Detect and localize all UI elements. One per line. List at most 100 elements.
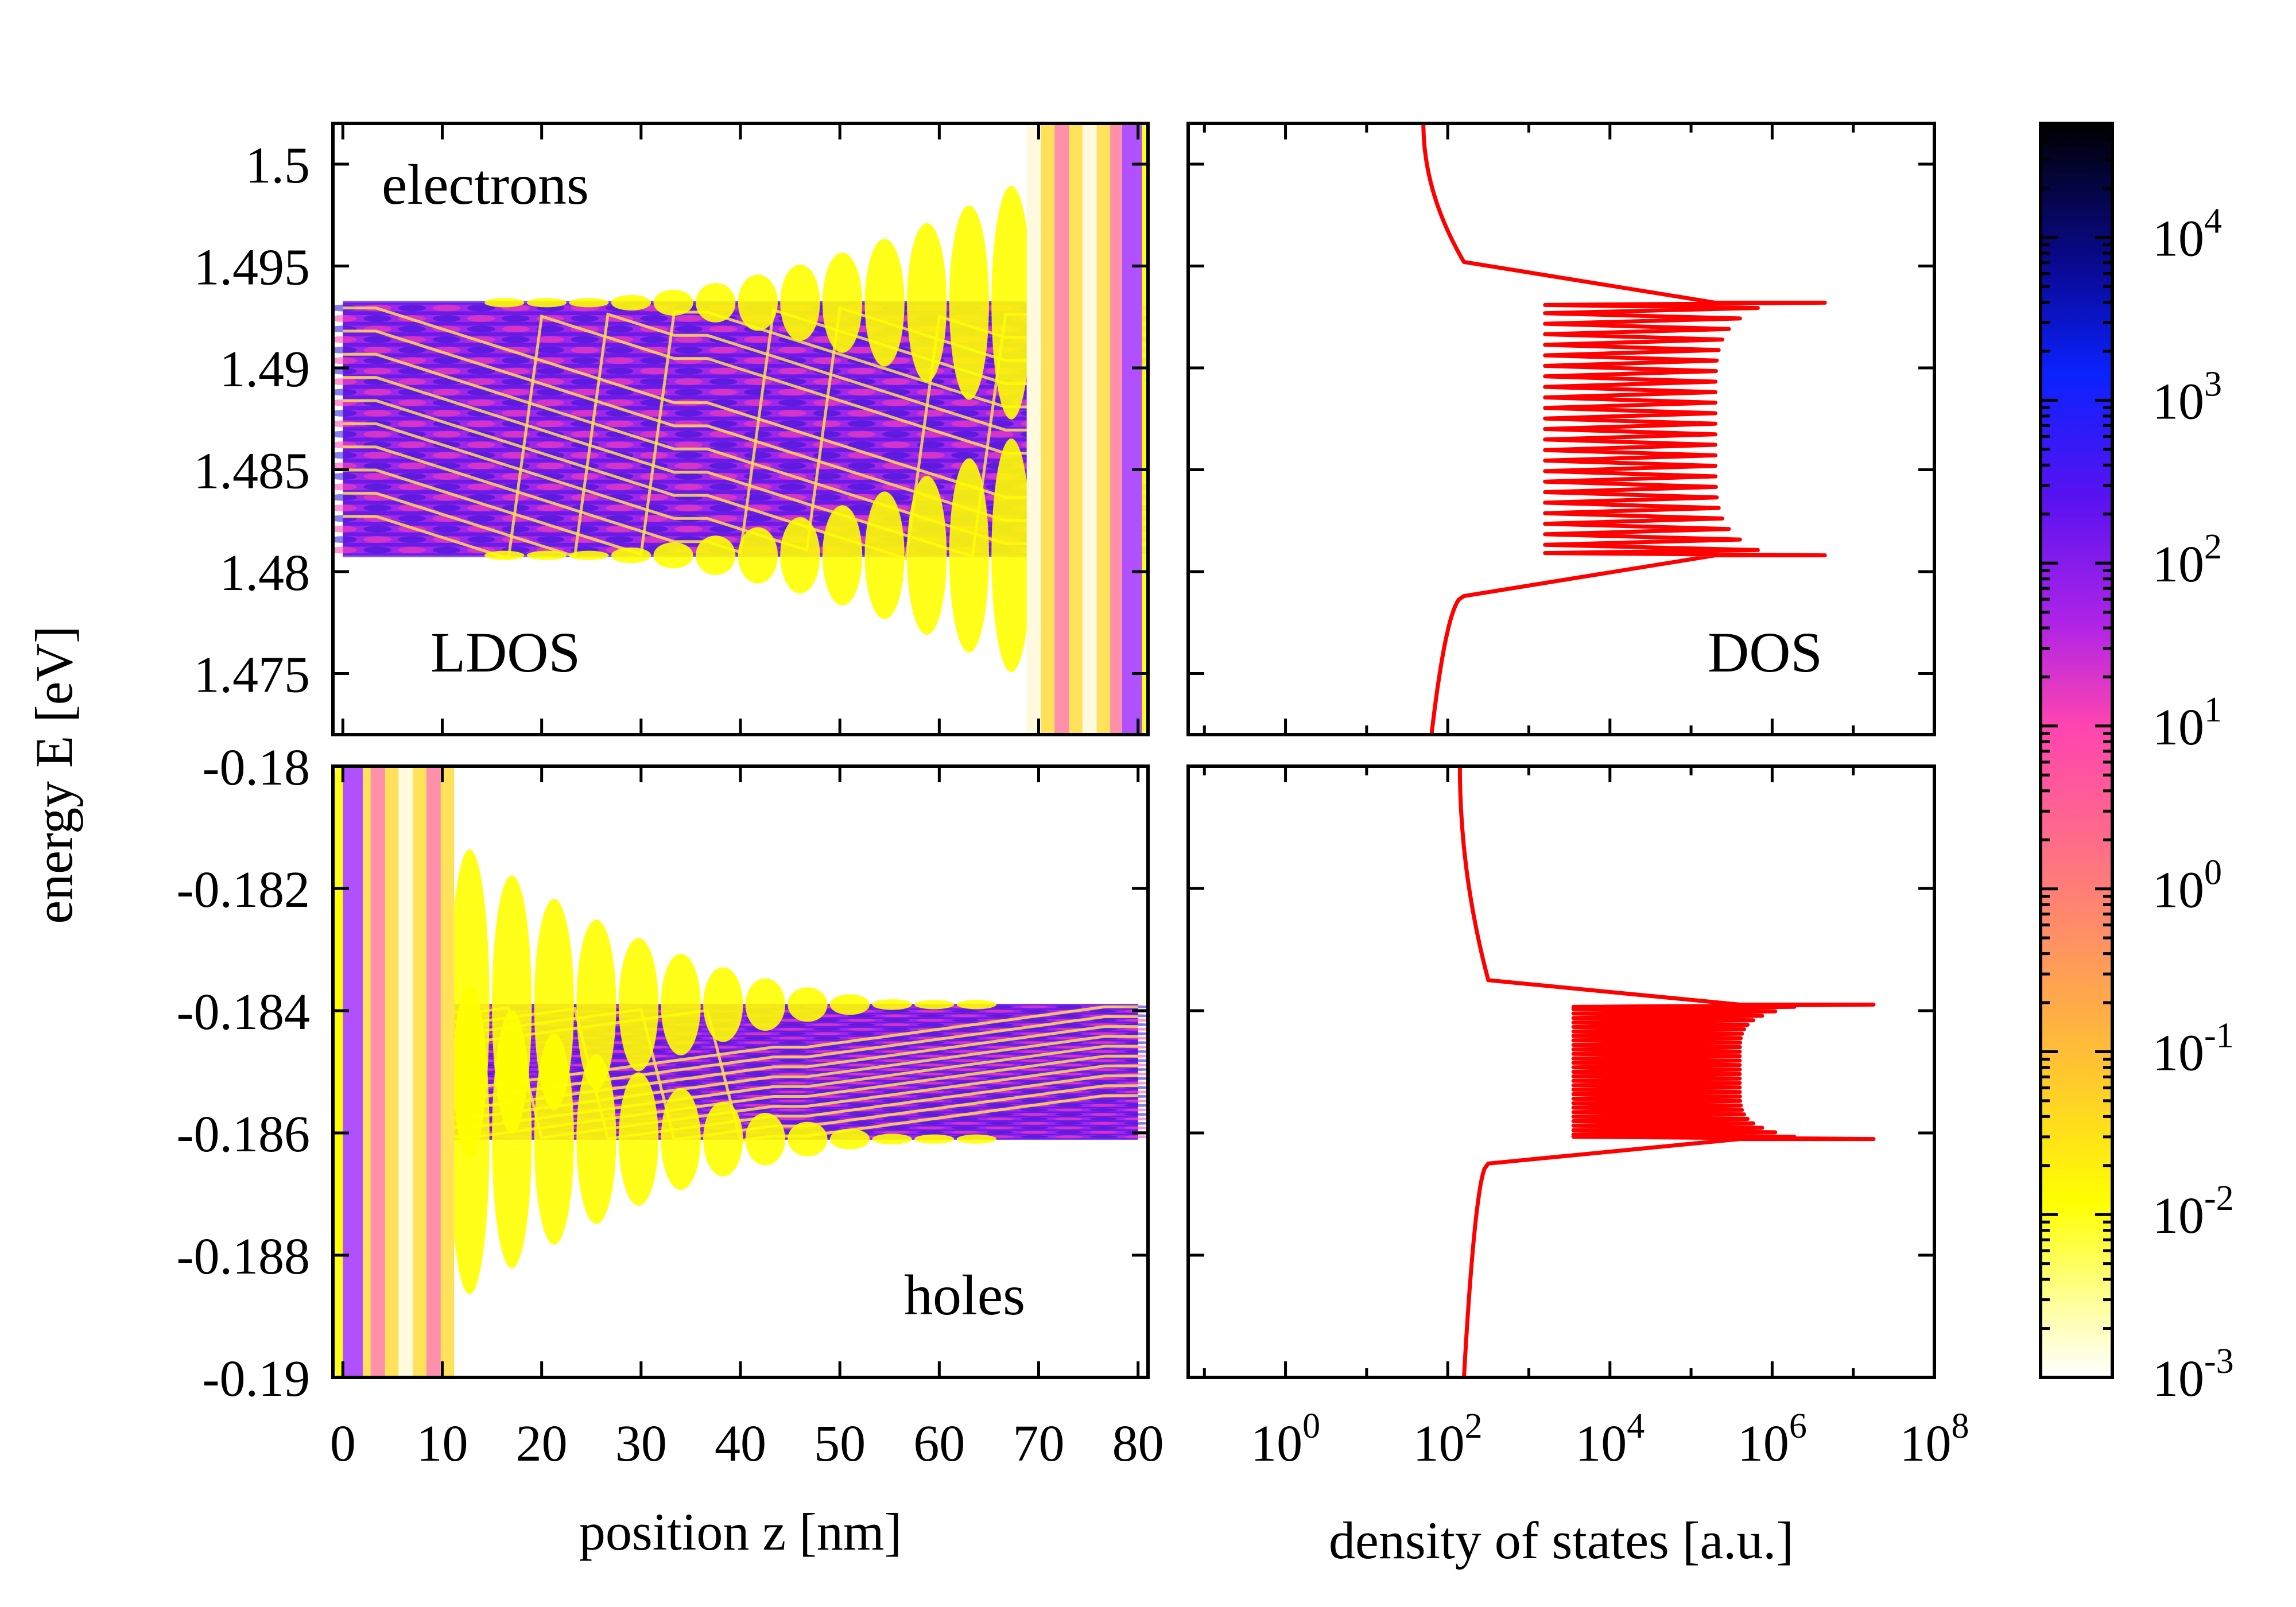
ldos-blob — [1124, 1113, 1148, 1116]
ldos-blob — [882, 1059, 910, 1062]
ldos-blob — [674, 410, 703, 417]
y-tick-label: -0.188 — [177, 1228, 310, 1285]
ldos-blob — [467, 367, 495, 375]
ldos-lobe — [484, 550, 525, 560]
axes-frame-dos-holes — [1186, 764, 1936, 1379]
x-tick-label: 100 — [1251, 1407, 1320, 1472]
ldos-blob — [882, 1126, 910, 1129]
ldos-blob — [917, 462, 945, 469]
ldos-blob — [674, 430, 703, 438]
ldos-lobe — [822, 253, 863, 353]
ldos-blob — [847, 1032, 876, 1035]
ldos-lobe — [569, 298, 609, 308]
x-tick-label: 30 — [615, 1415, 667, 1472]
ldos-level-stripe — [343, 374, 1138, 379]
tick-base: 10 — [1575, 1415, 1627, 1472]
ldos-blob — [709, 367, 738, 375]
ldos-blob — [813, 420, 841, 428]
ldos-blob — [951, 1117, 979, 1121]
ldos-blob — [333, 378, 357, 385]
ldos-blob — [536, 515, 564, 522]
ldos-level-stripe — [343, 1053, 1138, 1055]
ldos-blob — [640, 430, 668, 438]
ldos-blob — [333, 504, 357, 511]
ldos-contact-stripe — [398, 766, 413, 1377]
ldos-blob — [1054, 1126, 1083, 1129]
ldos-blob — [951, 420, 979, 428]
dos-series-line — [1421, 123, 1827, 735]
ldos-lobe — [864, 491, 905, 619]
ldos-lobe — [661, 953, 701, 1055]
ldos-blob — [917, 1131, 945, 1134]
ldos-blob — [1054, 1108, 1083, 1112]
ldos-blob — [986, 1126, 1014, 1129]
ldos-blob — [951, 1131, 979, 1134]
ldos-blob — [917, 410, 945, 417]
ldos-blob — [605, 420, 634, 428]
ldos-blob — [571, 347, 599, 354]
ldos-blob — [333, 525, 357, 533]
ldos-blob — [674, 315, 703, 322]
ldos-blob — [778, 367, 806, 375]
ldos-blob — [709, 1059, 738, 1062]
tick-exponent: 4 — [1627, 1407, 1645, 1446]
x-tick-label: 80 — [1112, 1415, 1164, 1472]
tick-exponent: 3 — [2204, 364, 2222, 403]
ldos-blob — [1089, 1117, 1118, 1121]
tick-exponent: -3 — [2204, 1342, 2234, 1381]
ldos-blob — [813, 1077, 841, 1080]
ldos-blob — [1124, 1019, 1148, 1022]
ldos-blob — [432, 525, 461, 533]
ldos-contact-edge — [1122, 123, 1142, 735]
ldos-blob — [432, 410, 461, 417]
ldos-blob — [882, 1131, 910, 1134]
ldos-blob — [743, 1090, 772, 1094]
ldos-blob — [398, 515, 426, 522]
ldos-blob — [363, 389, 391, 396]
ldos-blob — [1089, 1099, 1118, 1103]
ldos-blob — [1020, 1090, 1049, 1094]
colorbar-tick-label: 10-3 — [2152, 1342, 2234, 1407]
ldos-blob — [743, 1081, 772, 1085]
ldos-blob — [536, 462, 564, 469]
ldos-blob — [1124, 1027, 1148, 1031]
ldos-blob — [333, 347, 357, 354]
ldos-blob — [917, 1054, 945, 1058]
colorbar-gradient — [2039, 122, 2114, 1379]
ldos-blob — [467, 399, 495, 406]
ldos-blob — [709, 325, 738, 333]
ldos-blob — [813, 1086, 841, 1089]
ldos-lobe — [991, 185, 1031, 420]
ldos-blob — [333, 367, 357, 375]
ldos-blob — [333, 336, 357, 343]
tick-base: 10 — [2152, 536, 2204, 593]
ldos-blob — [709, 420, 738, 428]
ldos-blob — [1054, 1121, 1083, 1125]
ldos-contact-stripe — [426, 766, 441, 1377]
ldos-blob — [951, 452, 979, 459]
ldos-blob — [882, 378, 910, 385]
ldos-level-stripe — [343, 1026, 1138, 1028]
ldos-lobe — [526, 298, 567, 308]
ldos-blob — [778, 347, 806, 354]
ldos-blob — [778, 1099, 806, 1103]
ldos-blob — [502, 357, 530, 364]
tick-base: 10 — [1900, 1415, 1952, 1472]
ldos-blob — [813, 452, 841, 459]
ldos-level-stripe — [343, 353, 1138, 358]
ldos-lobe — [822, 505, 863, 605]
ldos-blob — [709, 504, 738, 511]
ldos-contact-stripe — [1110, 123, 1125, 735]
ldos-blob — [743, 515, 772, 522]
ldos-blob — [951, 1059, 979, 1062]
colorbar-tick-label: 102 — [2152, 527, 2222, 593]
ldos-lobe — [449, 984, 490, 1295]
ldos-blob — [951, 1010, 979, 1013]
ldos-blob — [847, 1113, 876, 1116]
ldos-blob — [1124, 1117, 1148, 1121]
ldos-blob — [1089, 1135, 1118, 1139]
ldos-blob — [398, 325, 426, 333]
ldos-blob — [333, 494, 357, 501]
ldos-blob — [467, 420, 495, 428]
ldos-blob — [467, 494, 495, 501]
